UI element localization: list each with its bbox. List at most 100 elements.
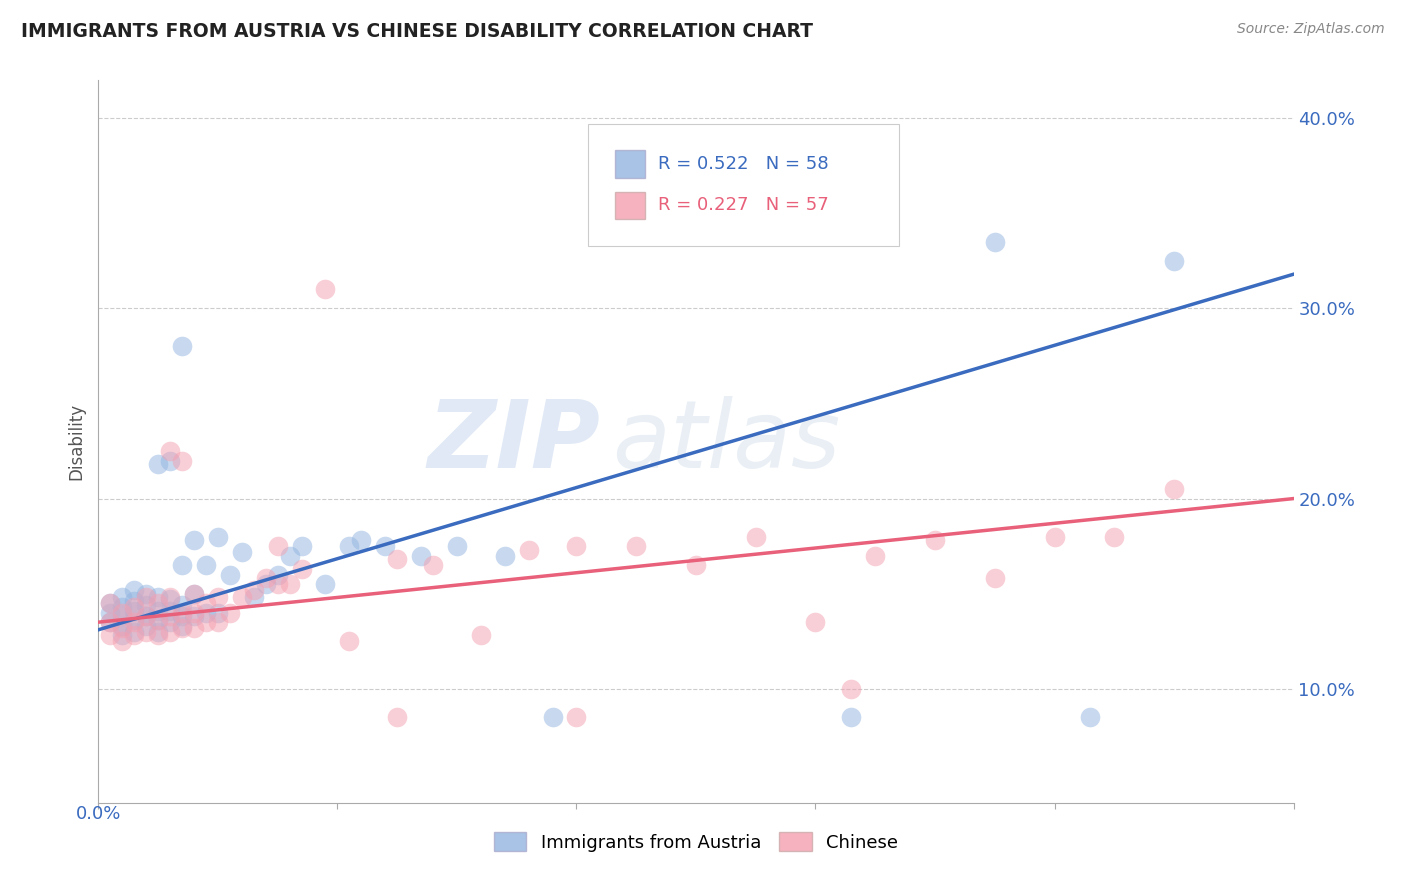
Point — [254, 571, 277, 585]
Point — [124, 599, 146, 614]
Point — [124, 615, 146, 630]
Point — [411, 549, 433, 563]
Point — [984, 235, 1007, 249]
Y-axis label: Disability: Disability — [67, 403, 86, 480]
Point — [291, 539, 314, 553]
Point — [98, 596, 122, 610]
Point — [1080, 710, 1102, 724]
Point — [98, 628, 122, 642]
Point — [135, 624, 157, 639]
Point — [135, 619, 157, 633]
Point — [924, 533, 946, 548]
Text: 0.0%: 0.0% — [76, 805, 121, 823]
Point — [315, 577, 337, 591]
Point — [231, 591, 253, 605]
Point — [183, 609, 205, 624]
Point — [148, 624, 170, 639]
Point — [183, 621, 205, 635]
Point — [159, 615, 181, 630]
Point — [148, 613, 170, 627]
Point — [148, 458, 170, 472]
Legend: Immigrants from Austria, Chinese: Immigrants from Austria, Chinese — [486, 825, 905, 859]
Point — [172, 339, 194, 353]
Point — [98, 615, 122, 630]
Point — [172, 609, 194, 624]
Point — [124, 594, 146, 608]
Point — [231, 545, 253, 559]
Point — [159, 624, 181, 639]
Text: R = 0.227   N = 57: R = 0.227 N = 57 — [658, 196, 828, 214]
Point — [111, 628, 134, 642]
Point — [172, 558, 194, 573]
Point — [517, 542, 540, 557]
Point — [565, 710, 588, 724]
FancyBboxPatch shape — [589, 124, 900, 246]
Point — [111, 609, 134, 624]
Point — [111, 591, 134, 605]
Point — [254, 577, 277, 591]
Point — [195, 558, 218, 573]
Point — [756, 169, 779, 183]
Point — [172, 598, 194, 612]
Point — [195, 606, 218, 620]
Point — [385, 710, 409, 724]
Point — [243, 591, 266, 605]
Point — [1104, 530, 1126, 544]
Point — [148, 604, 170, 618]
Point — [98, 596, 122, 610]
Point — [195, 615, 218, 630]
Point — [1163, 253, 1185, 268]
Point — [804, 615, 827, 630]
Text: Source: ZipAtlas.com: Source: ZipAtlas.com — [1237, 22, 1385, 37]
Point — [339, 539, 361, 553]
Point — [159, 453, 181, 467]
Point — [350, 533, 373, 548]
Point — [159, 609, 181, 624]
Point — [446, 539, 468, 553]
Point — [148, 613, 170, 627]
Point — [183, 606, 205, 620]
Point — [841, 710, 863, 724]
Point — [278, 577, 301, 591]
Point — [267, 539, 290, 553]
Point — [219, 606, 242, 620]
Point — [135, 609, 157, 624]
FancyBboxPatch shape — [614, 192, 644, 219]
Point — [565, 539, 588, 553]
Point — [183, 587, 205, 601]
Point — [124, 582, 146, 597]
Point — [159, 591, 181, 605]
Point — [385, 552, 409, 566]
Point — [745, 530, 768, 544]
Point — [111, 599, 134, 614]
Point — [626, 539, 648, 553]
Point — [148, 628, 170, 642]
Point — [243, 582, 266, 597]
Point — [339, 634, 361, 648]
Point — [135, 591, 157, 605]
Point — [494, 549, 516, 563]
Point — [865, 549, 887, 563]
Text: atlas: atlas — [613, 396, 841, 487]
Text: ZIP: ZIP — [427, 395, 600, 488]
Point — [278, 549, 301, 563]
Point — [374, 539, 396, 553]
Point — [470, 628, 492, 642]
Point — [159, 592, 181, 607]
Point — [124, 613, 146, 627]
Point — [1163, 482, 1185, 496]
Point — [172, 621, 194, 635]
Point — [685, 558, 707, 573]
Point — [207, 606, 229, 620]
Point — [183, 587, 205, 601]
Point — [98, 606, 122, 620]
Point — [172, 606, 194, 620]
Point — [291, 562, 314, 576]
Point — [207, 591, 229, 605]
Point — [111, 634, 134, 648]
Point — [267, 577, 290, 591]
Point — [183, 533, 205, 548]
Point — [267, 567, 290, 582]
Point — [219, 567, 242, 582]
Point — [841, 681, 863, 696]
